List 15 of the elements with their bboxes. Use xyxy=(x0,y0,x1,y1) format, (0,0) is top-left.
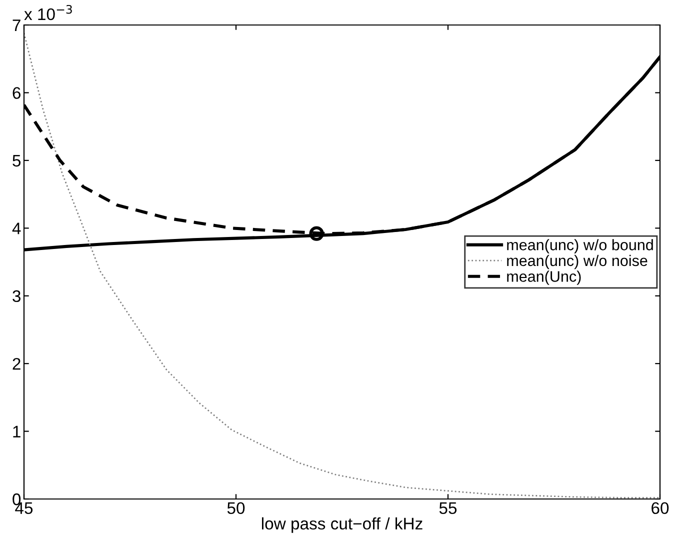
x-axis-title: low pass cut−off / kHz xyxy=(262,517,422,533)
legend-label: mean(unc) w/o bound xyxy=(507,239,653,254)
y-tick-label: 7 xyxy=(12,20,20,32)
y-tick-label: 3 xyxy=(12,290,20,302)
x-tick-label: 60 xyxy=(652,502,669,514)
x-tick-label: 55 xyxy=(439,502,457,514)
y-tick-label: 1 xyxy=(13,426,20,438)
legend-label: mean(unc) w/o noise xyxy=(507,254,648,270)
y-tick-label: 2 xyxy=(12,358,20,370)
legend-label: mean(Unc) xyxy=(507,270,581,285)
y-tick-label: 6 xyxy=(12,87,20,99)
y-tick-label: 4 xyxy=(12,222,21,234)
y-tick-label: 5 xyxy=(12,155,21,167)
x-tick-label: 50 xyxy=(227,502,245,514)
text: x 10$^{−3}$ xyxy=(24,4,72,20)
